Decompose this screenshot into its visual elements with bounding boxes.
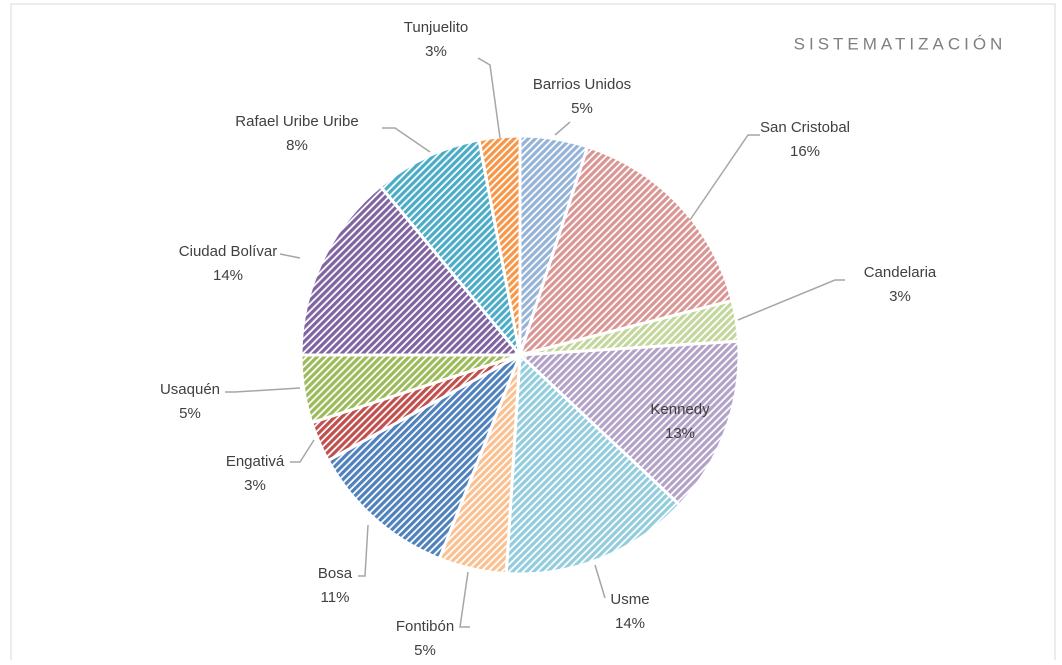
slice-value-label: 3% (889, 288, 911, 305)
leader-line (290, 439, 315, 463)
slice-label: Barrios Unidos (533, 76, 631, 93)
slice-label: Tunjuelito (404, 19, 468, 36)
leader-line (358, 524, 369, 577)
slice-value-label: 3% (425, 43, 447, 60)
slice-value-label: 8% (286, 137, 308, 154)
slice-label: Engativá (226, 453, 285, 470)
slice-label: Rafael Uribe Uribe (235, 113, 358, 130)
slice-value-label: 3% (244, 477, 266, 494)
leader-line (279, 253, 301, 259)
leader-line (382, 127, 431, 153)
leader-line (225, 387, 301, 393)
slice-label: San Cristobal (760, 119, 850, 136)
pie (299, 134, 741, 576)
pie-slice (516, 339, 741, 508)
slice-value-label: 5% (414, 642, 436, 659)
slice-value-label: 14% (615, 615, 645, 632)
pie-slice (378, 138, 522, 356)
slice-label: Kennedy (650, 401, 710, 418)
slice-label: Bosa (318, 565, 353, 582)
leader-line (477, 57, 501, 139)
slice-label: Usme (610, 591, 649, 608)
leader-line (554, 121, 571, 136)
pie-slice (299, 184, 524, 357)
pie-slice (326, 351, 523, 561)
leader-line (689, 134, 760, 221)
slice-value-label: 5% (179, 405, 201, 422)
chart-title: SISTEMATIZACIÓN (794, 34, 1007, 53)
leader-line (594, 564, 606, 599)
slice-label: Candelaria (864, 264, 937, 281)
pie-slice (517, 144, 734, 358)
slice-value-label: 5% (571, 100, 593, 117)
slice-value-label: 14% (213, 267, 243, 284)
slice-label: Ciudad Bolívar (179, 243, 277, 260)
slice-label: Fontibón (396, 618, 454, 635)
slice-value-label: 16% (790, 143, 820, 160)
leader-line (459, 571, 470, 628)
leader-line (737, 279, 845, 321)
slice-value-label: 13% (665, 425, 695, 442)
slice-value-label: 11% (321, 589, 350, 606)
slice-label: Usaquén (160, 381, 220, 398)
pie-slice (504, 351, 682, 576)
